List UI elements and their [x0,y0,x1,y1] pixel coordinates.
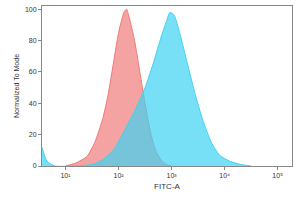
svg-text:10¹: 10¹ [60,172,71,179]
svg-text:10²: 10² [114,172,125,179]
svg-text:20: 20 [29,131,37,138]
svg-text:10⁴: 10⁴ [219,172,230,179]
svg-text:0: 0 [33,162,37,169]
svg-text:Normalized To Mode: Normalized To Mode [13,54,20,118]
svg-text:80: 80 [29,37,37,44]
svg-text:100: 100 [25,6,37,13]
svg-text:10⁵: 10⁵ [272,172,283,179]
svg-text:60: 60 [29,68,37,75]
svg-text:40: 40 [29,100,37,107]
svg-text:10³: 10³ [167,172,178,179]
svg-text:FITC-A: FITC-A [154,182,180,191]
